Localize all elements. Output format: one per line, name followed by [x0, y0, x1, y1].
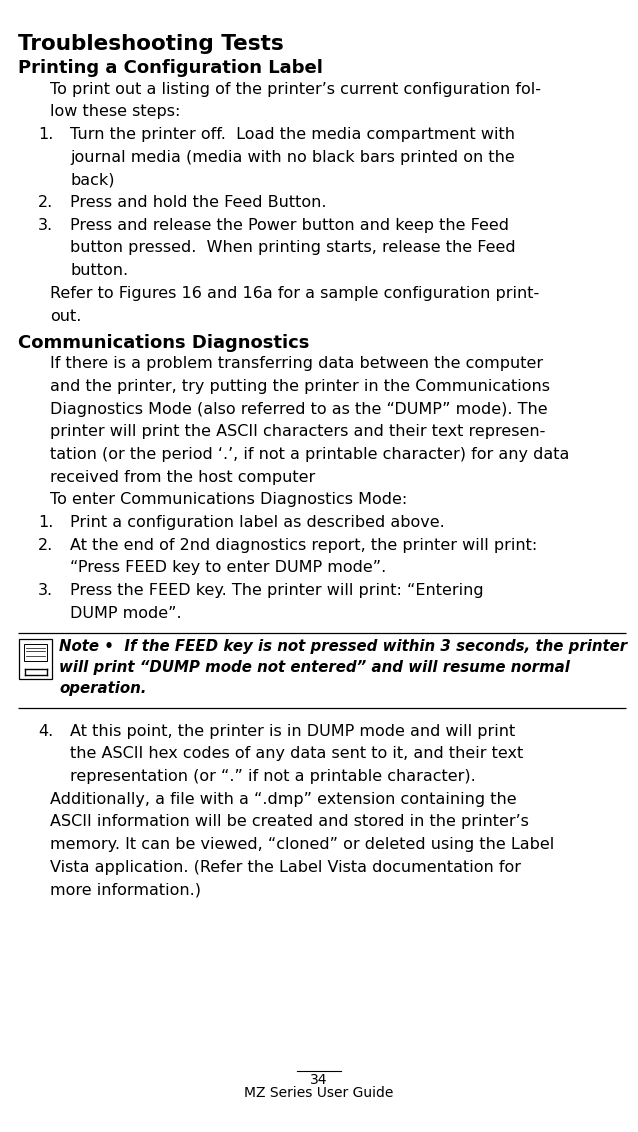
Text: DUMP mode”.: DUMP mode”. — [70, 606, 182, 620]
Text: Additionally, a file with a “.dmp” extension containing the: Additionally, a file with a “.dmp” exten… — [50, 791, 517, 807]
Text: 2.: 2. — [38, 538, 53, 552]
Text: received from the host computer: received from the host computer — [50, 470, 315, 484]
Text: MZ Series User Guide: MZ Series User Guide — [244, 1086, 394, 1100]
Text: and the printer, try putting the printer in the Communications: and the printer, try putting the printer… — [50, 379, 550, 394]
Text: 2.: 2. — [38, 195, 53, 211]
Text: 3.: 3. — [38, 583, 53, 598]
Text: “Press FEED key to enter DUMP mode”.: “Press FEED key to enter DUMP mode”. — [70, 560, 386, 575]
Text: printer will print the ASCII characters and their text represen-: printer will print the ASCII characters … — [50, 424, 545, 439]
Text: Vista application. (Refer the Label Vista documentation for: Vista application. (Refer the Label Vist… — [50, 860, 521, 875]
Text: Note •  If the FEED key is not pressed within 3 seconds, the printer: Note • If the FEED key is not pressed wi… — [59, 638, 627, 653]
Text: To print out a listing of the printer’s current configuration fol-: To print out a listing of the printer’s … — [50, 82, 541, 96]
Text: Press and hold the Feed Button.: Press and hold the Feed Button. — [70, 195, 327, 211]
Text: To enter Communications Diagnostics Mode:: To enter Communications Diagnostics Mode… — [50, 492, 407, 507]
Text: Diagnostics Mode (also referred to as the “DUMP” mode). The: Diagnostics Mode (also referred to as th… — [50, 402, 547, 417]
Text: operation.: operation. — [59, 680, 147, 696]
Text: 4.: 4. — [38, 723, 53, 739]
Text: Print a configuration label as described above.: Print a configuration label as described… — [70, 515, 445, 530]
Text: Press and release the Power button and keep the Feed: Press and release the Power button and k… — [70, 217, 509, 233]
Text: tation (or the period ‘.’, if not a printable character) for any data: tation (or the period ‘.’, if not a prin… — [50, 447, 569, 462]
Text: 1.: 1. — [38, 127, 54, 142]
Text: Troubleshooting Tests: Troubleshooting Tests — [18, 34, 284, 54]
Text: memory. It can be viewed, “cloned” or deleted using the Label: memory. It can be viewed, “cloned” or de… — [50, 837, 554, 852]
Text: out.: out. — [50, 309, 82, 324]
Text: journal media (media with no black bars printed on the: journal media (media with no black bars … — [70, 149, 515, 165]
Text: ASCII information will be created and stored in the printer’s: ASCII information will be created and st… — [50, 814, 529, 830]
Text: At this point, the printer is in DUMP mode and will print: At this point, the printer is in DUMP mo… — [70, 723, 516, 739]
Text: more information.): more information.) — [50, 883, 201, 898]
Text: low these steps:: low these steps: — [50, 104, 181, 119]
Text: the ASCII hex codes of any data sent to it, and their text: the ASCII hex codes of any data sent to … — [70, 746, 523, 762]
Text: Communications Diagnostics: Communications Diagnostics — [18, 334, 309, 352]
Text: representation (or “.” if not a printable character).: representation (or “.” if not a printabl… — [70, 769, 476, 784]
Text: button pressed.  When printing starts, release the Feed: button pressed. When printing starts, re… — [70, 240, 516, 256]
Text: 34: 34 — [310, 1073, 328, 1088]
Text: Press the FEED key. The printer will print: “Entering: Press the FEED key. The printer will pri… — [70, 583, 484, 598]
FancyBboxPatch shape — [24, 644, 47, 661]
Text: If there is a problem transferring data between the computer: If there is a problem transferring data … — [50, 357, 543, 371]
Text: Printing a Configuration Label: Printing a Configuration Label — [18, 59, 323, 77]
FancyBboxPatch shape — [19, 638, 52, 679]
Text: 3.: 3. — [38, 217, 53, 233]
Text: Refer to Figures 16 and 16a for a sample configuration print-: Refer to Figures 16 and 16a for a sample… — [50, 285, 539, 301]
Text: button.: button. — [70, 263, 128, 278]
Text: back): back) — [70, 172, 114, 188]
Text: will print “DUMP mode not entered” and will resume normal: will print “DUMP mode not entered” and w… — [59, 660, 570, 675]
Text: 1.: 1. — [38, 515, 54, 530]
Text: At the end of 2nd diagnostics report, the printer will print:: At the end of 2nd diagnostics report, th… — [70, 538, 537, 552]
Text: Turn the printer off.  Load the media compartment with: Turn the printer off. Load the media com… — [70, 127, 515, 142]
